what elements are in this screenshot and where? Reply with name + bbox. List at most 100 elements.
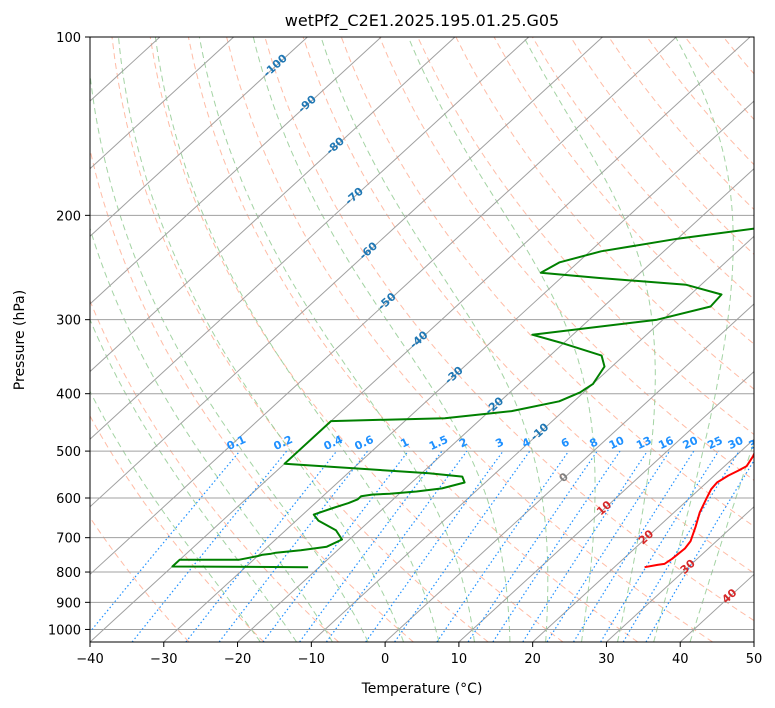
isotherm-line xyxy=(90,37,382,305)
dry-adiabat-line xyxy=(302,37,754,574)
moist-adiabat-line xyxy=(320,37,549,642)
data-series xyxy=(171,227,754,569)
dry-adiabat-line xyxy=(379,37,754,481)
moist-adiabat-line xyxy=(198,37,475,642)
moist-adiabat-line xyxy=(407,37,596,642)
x-tick-label: −30 xyxy=(150,652,177,667)
chart-title: wetPf2_C2E1.2025.195.01.25.G05 xyxy=(285,11,559,31)
mixing-ratio-line xyxy=(436,450,570,642)
isotherm-line xyxy=(90,37,234,170)
dry-adiabat-line xyxy=(493,37,754,345)
x-axis: −40 −30 −20 −10 0 10 20 30 40 50 xyxy=(76,642,762,667)
y-tick-label: 1000 xyxy=(48,623,81,638)
mixing-ratio-line xyxy=(572,450,695,642)
moist-adiabat-line xyxy=(653,37,734,642)
mixing-ratio-line xyxy=(299,450,443,642)
moist-adiabat-line xyxy=(118,37,405,642)
mixing-ratio-line xyxy=(600,450,720,642)
isotherm-line xyxy=(90,37,603,508)
dry-adiabat-line xyxy=(111,37,489,642)
y-tick-label: 600 xyxy=(56,492,81,507)
isotherm-line xyxy=(679,573,754,642)
isotherm-label: -100 xyxy=(261,52,290,80)
isotherm-line xyxy=(310,235,754,642)
x-tick-label: −40 xyxy=(76,652,103,667)
mixing-ratio-line xyxy=(325,450,468,642)
mixing-ratio-label: 0.6 xyxy=(353,433,376,453)
x-tick-label: 0 xyxy=(381,652,389,667)
mixing-ratio-label: 36 xyxy=(747,434,767,452)
x-tick-label: 20 xyxy=(524,652,541,667)
dry-adiabat-line xyxy=(90,147,414,642)
dry-adiabat-line xyxy=(90,516,190,642)
mixing-ratio-line xyxy=(365,450,504,642)
moist-adiabat-line xyxy=(689,439,754,642)
mixing-ratio-line xyxy=(522,450,648,642)
moist-adiabat-line xyxy=(90,390,261,642)
y-tick-label: 900 xyxy=(56,596,81,611)
dry-adiabat-line xyxy=(762,37,775,642)
dry-adiabat-line xyxy=(149,37,564,642)
dry-adiabat-line xyxy=(646,37,754,166)
y-tick-label: 200 xyxy=(56,209,81,224)
mixing-ratio-line xyxy=(262,450,409,642)
isotherm-line xyxy=(90,37,456,373)
mixing-ratio-label: 30 xyxy=(726,434,746,452)
x-tick-label: 40 xyxy=(672,652,689,667)
moist-adiabat-line xyxy=(523,37,656,642)
mixing-ratio-line xyxy=(185,450,338,642)
mixing-ratio-label: 2 xyxy=(457,435,469,450)
isotherm-line xyxy=(90,37,308,237)
mixing-ratio-label: 8 xyxy=(588,435,600,450)
y-tick-label: 800 xyxy=(56,566,81,581)
mixing-ratio-line xyxy=(622,450,740,642)
moist-adiabat-line xyxy=(252,37,511,642)
mixing-ratio-label: 6 xyxy=(559,435,572,450)
isotherm-line xyxy=(90,37,751,642)
y-tick-label: 700 xyxy=(56,532,81,547)
dry-adiabat-line xyxy=(90,414,265,642)
dry-adiabat-line xyxy=(264,37,754,622)
dry-adiabat-line xyxy=(608,37,754,211)
background-lines xyxy=(0,37,775,642)
mixing-ratio-label: 3 xyxy=(493,435,505,450)
moist-adiabat-line xyxy=(90,69,369,642)
isotherm-line xyxy=(237,167,754,642)
mixing-ratio-line xyxy=(492,450,621,642)
moist-adiabat-line xyxy=(90,318,298,642)
dewpoint-profile-line xyxy=(171,227,754,569)
plot-frame xyxy=(89,36,755,643)
isotherm-line xyxy=(532,438,754,642)
isotherm-line xyxy=(753,641,754,642)
dry-adiabat-line xyxy=(531,37,754,300)
x-tick-label: 50 xyxy=(746,652,763,667)
isotherm-line xyxy=(0,37,12,642)
mixing-ratio-label: 0.1 xyxy=(225,433,248,453)
dry-adiabat-line xyxy=(417,37,754,436)
isotherm-line xyxy=(163,100,754,642)
mixing-ratio-label: 13 xyxy=(634,434,653,452)
mixing-ratio-line xyxy=(218,450,369,642)
isotherm-line xyxy=(458,370,754,642)
y-tick-label: 400 xyxy=(56,388,81,403)
mixing-ratio-label: 25 xyxy=(705,434,724,452)
mixing-ratio-line xyxy=(546,450,671,642)
isotherm-line xyxy=(90,37,530,440)
mixing-ratio-label: 20 xyxy=(681,434,701,452)
mixing-ratio-line xyxy=(467,450,598,642)
y-tick-label: 100 xyxy=(56,31,81,46)
y-tick-label: 300 xyxy=(56,314,81,329)
mixing-ratio-label: 1 xyxy=(399,435,411,450)
x-axis-label: Temperature (°C) xyxy=(361,681,483,697)
x-tick-label: 30 xyxy=(598,652,615,667)
isotherm-line xyxy=(90,37,677,576)
y-axis: 100 200 300 400 500 600 700 800 900 1000 xyxy=(48,31,90,638)
line-labels: 0.1 0.2 0.4 0.6 1 1.5 2 3 4 6 8 10 13 16 20 25 30 36-100-… xyxy=(225,52,767,607)
mixing-ratio-label: 16 xyxy=(656,434,676,452)
x-tick-label: −20 xyxy=(224,652,251,667)
temperature-profile-line xyxy=(644,451,754,569)
moist-adiabat-line xyxy=(154,37,440,642)
mixing-ratio-line xyxy=(131,450,288,642)
mixing-ratio-label: 10 xyxy=(607,434,627,452)
mixing-ratio-label: 0.4 xyxy=(322,433,345,453)
